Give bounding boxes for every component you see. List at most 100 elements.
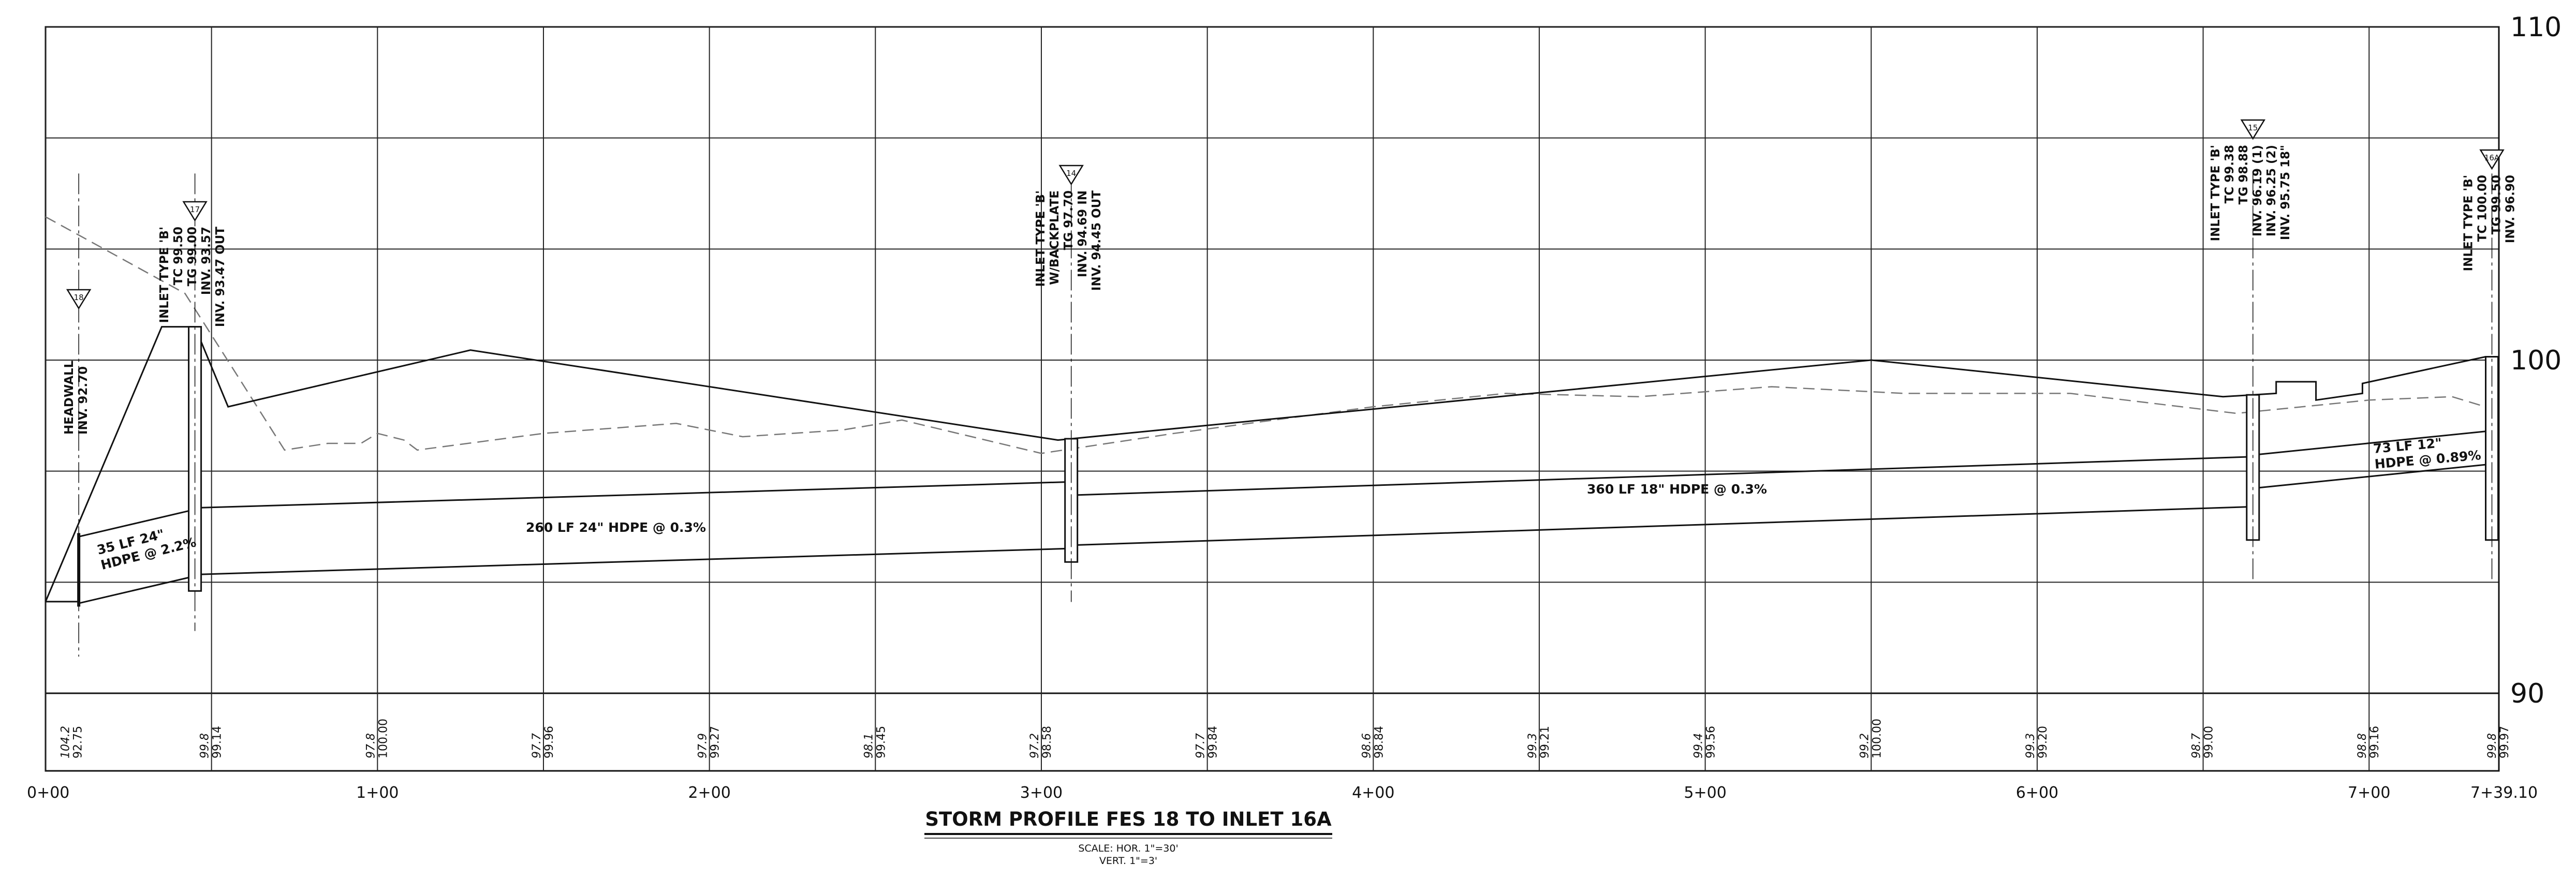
drawing-title: STORM PROFILE FES 18 TO INLET 16A xyxy=(925,808,1332,830)
pipe-crown-line xyxy=(2253,429,2499,456)
structures: 18 17 14 15 16A xyxy=(66,119,2505,657)
pipe-invert-line xyxy=(201,548,1065,575)
structure-note-line: INV. 93.47 OUT xyxy=(214,227,227,327)
proposed-elevation: 99.84 xyxy=(1207,726,1220,758)
existing-elevation: 98.7 xyxy=(2190,733,2203,758)
bottom-elevation-pair: 97.7 99.96 xyxy=(531,726,556,758)
structure-note-line: INV. 95.75 18" xyxy=(2279,145,2292,240)
proposed-grade xyxy=(45,326,2499,602)
structure-id: 15 xyxy=(2248,123,2258,132)
bottom-elevation-pair: 99.8 99.14 xyxy=(199,726,224,758)
pipe-label: 360 LF 18" HDPE @ 0.3% xyxy=(1587,482,1767,497)
station-label: 7+39.10 xyxy=(2470,784,2538,802)
proposed-elevation: 99.14 xyxy=(211,726,224,758)
pipe-crown-line xyxy=(201,481,1065,509)
bottom-elevation-pair: 99.8 99.97 xyxy=(2486,726,2511,758)
proposed-elevation: 98.58 xyxy=(1041,726,1054,758)
existing-elevation: 99.2 xyxy=(1858,733,1871,758)
proposed-elevation: 99.45 xyxy=(875,726,888,758)
existing-elevation: 97.9 xyxy=(697,733,710,758)
proposed-elevation: 100.00 xyxy=(1871,719,1883,758)
station-label: 6+00 xyxy=(2016,784,2058,802)
proposed-elevation: 99.20 xyxy=(2037,726,2050,758)
existing-elevation: 98.6 xyxy=(1360,733,1373,758)
proposed-elevation: 99.97 xyxy=(2498,726,2511,758)
existing-elevation: 97.2 xyxy=(1028,733,1041,758)
elevation-axis-label: 110 xyxy=(2510,12,2562,43)
existing-elevation: 99.3 xyxy=(1526,733,1539,758)
pipe-label: 260 LF 24" HDPE @ 0.3% xyxy=(526,520,706,535)
structure-marker-icon xyxy=(66,289,92,310)
structure-note-line: INLET TYPE 'B' xyxy=(2462,175,2476,271)
proposed-elevation: 99.00 xyxy=(2203,726,2216,758)
structure-note-line: INV. 94.69 IN xyxy=(1076,190,1090,277)
structure-note-line: TC 99.38 xyxy=(2223,145,2236,203)
existing-grade-line xyxy=(45,216,2486,454)
existing-elevation: 99.8 xyxy=(199,733,212,758)
pipe-invert-line xyxy=(1078,505,2253,546)
station-label: 5+00 xyxy=(1684,784,1726,802)
structure-note-line: TG 99.50 xyxy=(2490,175,2504,234)
structure-note-line: TG 97.70 xyxy=(1062,190,1076,250)
structure-note-line: INLET TYPE 'B' xyxy=(158,227,171,323)
pipe-label: 35 LF 24"HDPE @ 2.2% xyxy=(95,527,197,573)
structure-note-line: INLET TYPE 'B' xyxy=(2209,145,2222,241)
structure-marker-icon xyxy=(2240,119,2266,140)
bottom-elevation-pair: 99.3 99.20 xyxy=(2024,726,2050,758)
proposed-elevation: 99.16 xyxy=(2368,726,2381,758)
bottom-elevation-pair: 99.2 100.00 xyxy=(1858,719,1883,758)
pipe-crown-line xyxy=(1078,456,2253,496)
structure-note-line: TG 99.00 xyxy=(186,227,199,286)
station-label: 7+00 xyxy=(2348,784,2390,802)
structure-note-line: TC 100.00 xyxy=(2476,175,2490,242)
proposed-grade-line xyxy=(45,326,2499,602)
existing-elevation: 99.8 xyxy=(2486,733,2499,758)
station-label: 1+00 xyxy=(356,784,399,802)
existing-grade xyxy=(45,216,2486,454)
proposed-elevation: 92.75 xyxy=(71,726,84,758)
structure-id: 18 xyxy=(74,293,84,302)
scale-horizontal: SCALE: HOR. 1"=30' xyxy=(1078,843,1178,854)
station-label: 4+00 xyxy=(1352,784,1394,802)
structure-note-line: TG 98.88 xyxy=(2237,145,2250,204)
structure-marker-icon xyxy=(182,201,208,222)
bottom-elevation-pair: 98.1 99.45 xyxy=(862,726,888,758)
structure-note-line: TC 99.50 xyxy=(172,227,185,285)
proposed-elevation: 99.27 xyxy=(709,726,722,758)
bottom-elevation-pair: 99.3 99.21 xyxy=(1526,726,1552,758)
structure-note-line: INV. 92.70 xyxy=(77,366,90,435)
existing-elevation: 97.8 xyxy=(364,733,377,758)
structure-id: 16A xyxy=(2484,153,2500,162)
scale-vertical: VERT. 1"=3' xyxy=(1099,855,1157,867)
existing-elevation: 97.7 xyxy=(531,733,543,758)
profile-frame xyxy=(45,26,2500,772)
bottom-elevation-pair: 97.8 100.00 xyxy=(364,719,390,758)
proposed-elevation: 99.21 xyxy=(1539,726,1552,758)
bottom-elevation-pair: 99.4 99.56 xyxy=(1692,726,1718,758)
station-label: 0+00 xyxy=(27,784,69,802)
pipe-crown-line xyxy=(78,510,189,538)
bottom-elevation-pair: 98.8 99.16 xyxy=(2356,726,2381,758)
structure-note-line: HEADWALL xyxy=(63,360,76,435)
bottom-elevation-pair: 98.7 99.00 xyxy=(2190,726,2216,758)
structure-marker-icon xyxy=(2479,149,2505,170)
station-label: 3+00 xyxy=(1020,784,1063,802)
structure-note-line: INV. 96.19 (1) xyxy=(2251,145,2264,236)
bottom-elevation-pair: 98.6 98.84 xyxy=(1360,726,1386,758)
elevation-axis-label: 90 xyxy=(2510,678,2544,709)
bottom-elevation-pair: 97.2 98.58 xyxy=(1028,726,1054,758)
structure-note-line: INV. 96.90 xyxy=(2504,175,2518,243)
existing-elevation: 99.3 xyxy=(2024,733,2037,758)
proposed-elevation: 98.84 xyxy=(1373,726,1386,758)
structure-note-line: INV. 96.25 (2) xyxy=(2265,145,2278,236)
structure-marker-icon xyxy=(1058,165,1084,186)
structure-id: 17 xyxy=(190,205,200,214)
existing-elevation: 99.4 xyxy=(1692,733,1705,758)
bottom-elevation-pair: 104.2 92.75 xyxy=(59,726,84,758)
structure-note-line: INLET TYPE 'B' xyxy=(1034,190,1048,287)
existing-elevation: 97.7 xyxy=(1195,733,1208,758)
proposed-elevation: 99.56 xyxy=(1705,726,1718,758)
